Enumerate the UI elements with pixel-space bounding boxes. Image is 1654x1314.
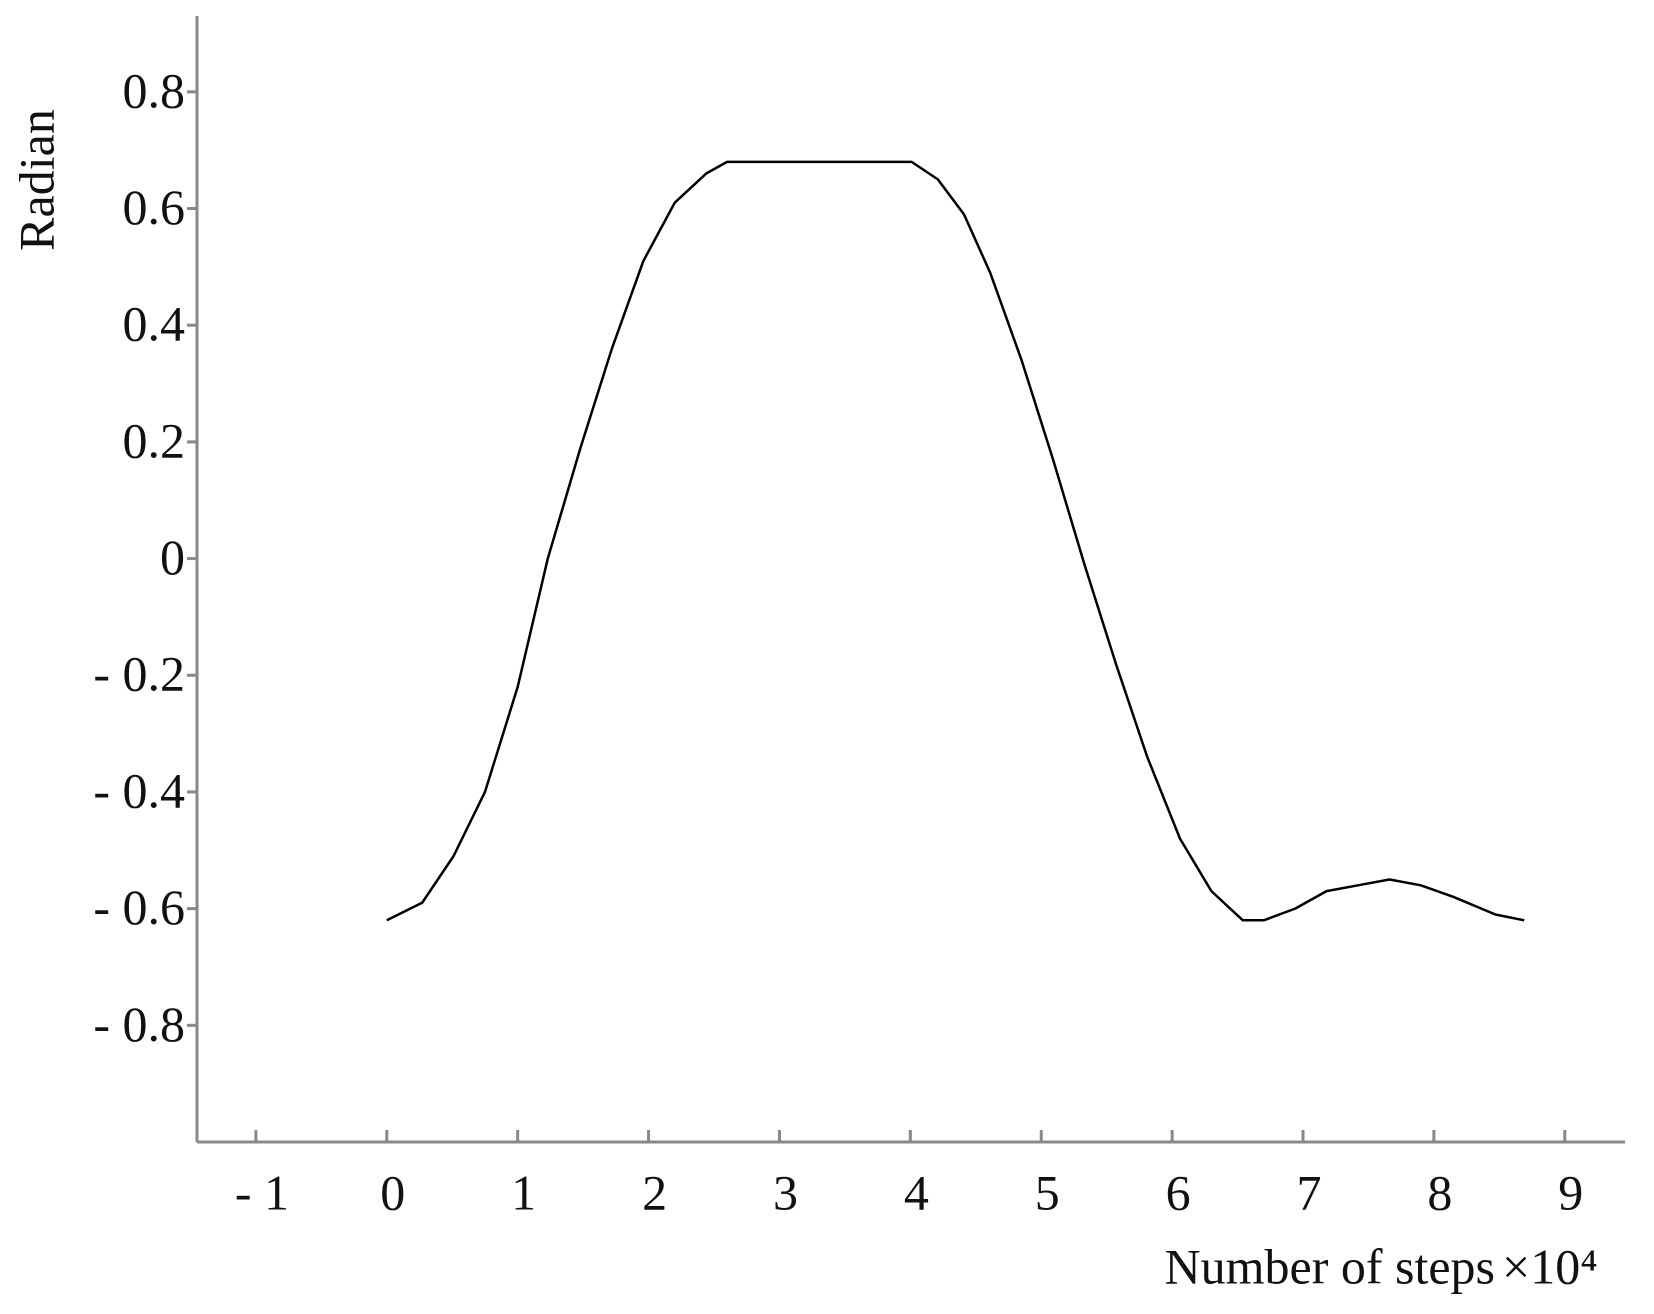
x-axis-label: Number of steps [1165,1238,1496,1294]
y-tick-label: - 0.6 [93,879,185,935]
x-tick-label: 5 [1035,1164,1060,1220]
y-tick-label: - 0.8 [93,996,185,1052]
y-tick-label: 0 [160,529,185,585]
x-tick-label: 4 [904,1164,929,1220]
x-tick-label: 1 [511,1164,536,1220]
y-tick-label: 0.8 [123,62,186,118]
data-line [386,160,1525,922]
x-tick-label: 8 [1427,1164,1452,1220]
x-tick-label: 6 [1166,1164,1191,1220]
y-tick-label: - 0.4 [93,762,185,818]
x-tick-label: 0 [380,1164,405,1220]
x-tick-label: - 1 [235,1164,289,1220]
x-tick-label: 7 [1297,1164,1322,1220]
x-tick-label: 2 [642,1164,667,1220]
y-tick-label: - 0.2 [93,646,185,702]
y-tick-label: 0.4 [123,296,186,352]
x-scale-label: ×10⁴ [1502,1238,1598,1294]
y-tick-label: 0.2 [123,412,186,468]
x-tick-label: 9 [1558,1164,1583,1220]
x-tick-label: 3 [773,1164,798,1220]
y-tick-label: 0.6 [123,179,186,235]
y-axis-label: Radian [8,109,64,251]
